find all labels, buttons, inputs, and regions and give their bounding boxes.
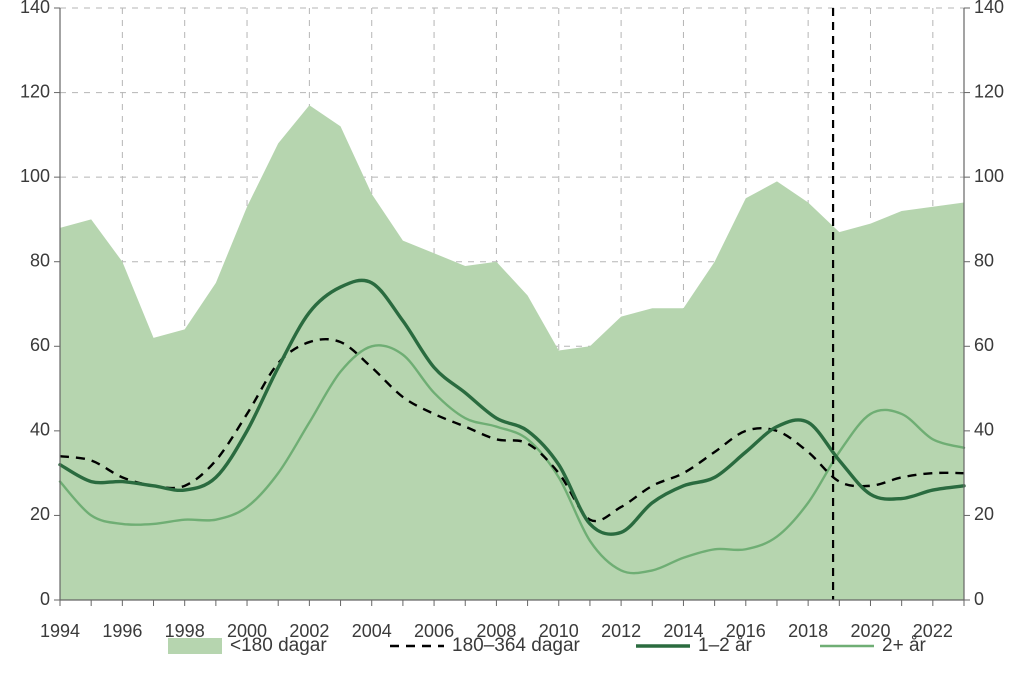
x-tick-label: 2006 [414, 621, 454, 641]
x-tick-label: 2018 [788, 621, 828, 641]
legend-swatch [168, 638, 222, 654]
y-tick-label-right: 0 [974, 589, 984, 609]
y-tick-label-right: 120 [974, 81, 1004, 101]
y-tick-label-left: 100 [20, 166, 50, 186]
x-tick-label: 1996 [102, 621, 142, 641]
legend-label: <180 dagar [230, 635, 327, 656]
y-tick-label-right: 60 [974, 335, 994, 355]
y-tick-label-right: 40 [974, 420, 994, 440]
y-tick-label-right: 20 [974, 504, 994, 524]
y-tick-label-left: 40 [30, 420, 50, 440]
y-tick-label-left: 140 [20, 0, 50, 17]
legend-label: 2+ år [882, 635, 927, 656]
y-tick-label-left: 0 [40, 589, 50, 609]
x-tick-label: 2012 [601, 621, 641, 641]
chart-container: 0 0 20 20 40 40 60 60 80 80 100 100 120 120 140 140 1994… [0, 0, 1024, 674]
y-tick-label-left: 80 [30, 250, 50, 270]
y-tick-label-left: 60 [30, 335, 50, 355]
y-tick-label-right: 140 [974, 0, 1004, 17]
y-tick-label-right: 80 [974, 250, 994, 270]
y-tick-label-left: 120 [20, 81, 50, 101]
x-tick-label: 1994 [40, 621, 80, 641]
y-tick-label-left: 20 [30, 504, 50, 524]
legend-label: 180–364 dagar [452, 635, 581, 656]
x-tick-label: 2004 [352, 621, 392, 641]
y-tick-label-right: 100 [974, 166, 1004, 186]
chart-svg: 0 0 20 20 40 40 60 60 80 80 100 100 120 120 140 140 1994… [0, 0, 1024, 674]
legend-label: 1–2 år [698, 635, 753, 656]
x-tick-label: 1998 [165, 621, 205, 641]
